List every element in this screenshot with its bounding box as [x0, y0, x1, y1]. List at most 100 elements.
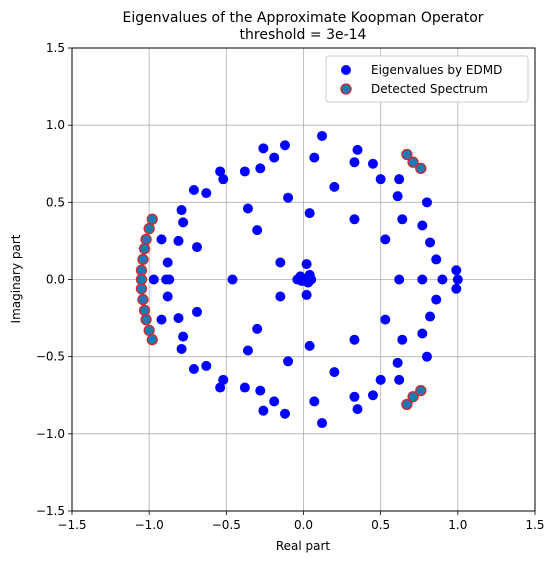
edmd-eigenvalue-point [242, 203, 253, 214]
edmd-eigenvalue-point [301, 259, 312, 270]
x-axis-title: Real part [276, 539, 331, 553]
edmd-eigenvalue-point [258, 405, 269, 416]
edmd-eigenvalue-point [275, 257, 286, 268]
edmd-eigenvalue-point [215, 166, 226, 177]
x-tick-label: −1.5 [57, 518, 86, 532]
detected-spectrum-point [135, 273, 148, 286]
x-tick-label: 0.0 [294, 518, 313, 532]
edmd-eigenvalue-point [329, 367, 340, 378]
detected-spectrum-point [138, 242, 151, 255]
edmd-eigenvalue-point [437, 274, 448, 285]
detected-spectrum-point [415, 384, 427, 397]
edmd-eigenvalue-point [239, 382, 250, 393]
edmd-eigenvalue-point [173, 235, 184, 246]
edmd-eigenvalue-point [451, 265, 462, 276]
edmd-eigenvalue-point [192, 242, 203, 253]
edmd-eigenvalue-point [380, 314, 391, 325]
edmd-eigenvalue-point [452, 274, 463, 285]
edmd-eigenvalue-point [352, 144, 363, 155]
edmd-eigenvalue-point [380, 234, 391, 245]
edmd-eigenvalue-point [349, 157, 360, 168]
edmd-eigenvalue-point [148, 274, 159, 285]
edmd-eigenvalue-point [329, 181, 340, 192]
legend-marker-detected [340, 83, 352, 95]
y-axis-title: Imaginary part [9, 234, 23, 323]
edmd-eigenvalue-point [451, 283, 462, 294]
edmd-eigenvalue-point [275, 291, 286, 302]
detected-spectrum-point [401, 398, 413, 411]
edmd-eigenvalue-point [367, 390, 378, 401]
edmd-eigenvalue-point [417, 220, 428, 231]
y-tick-label: 0.0 [46, 273, 65, 287]
edmd-eigenvalue-point [178, 331, 189, 342]
edmd-eigenvalue-point [425, 311, 436, 322]
edmd-eigenvalue-point [304, 340, 315, 351]
edmd-eigenvalue-point [242, 345, 253, 356]
edmd-eigenvalue-point [375, 374, 386, 385]
x-tick-label: 0.5 [371, 518, 390, 532]
edmd-eigenvalue-point [252, 225, 263, 236]
edmd-eigenvalue-point [255, 385, 266, 396]
edmd-eigenvalue-point [317, 418, 328, 429]
edmd-eigenvalue-point [352, 404, 363, 415]
detected-spectrum-point [138, 304, 151, 317]
edmd-eigenvalue-point [394, 174, 405, 185]
chart-subtitle: threshold = 3e-14 [240, 27, 367, 43]
edmd-eigenvalue-point [417, 274, 428, 285]
edmd-eigenvalue-point [178, 217, 189, 228]
edmd-eigenvalue-point [283, 192, 294, 203]
edmd-eigenvalue-point [176, 205, 187, 216]
edmd-eigenvalue-point [218, 174, 229, 185]
edmd-eigenvalue-point [349, 214, 360, 225]
edmd-eigenvalue-point [349, 334, 360, 345]
edmd-eigenvalue-point [201, 188, 212, 199]
edmd-eigenvalue-point [283, 356, 294, 367]
legend-marker-edmd [341, 65, 351, 75]
axis-ticks: −1.5 −1.0 −0.5 0.0 0.5 1.0 1.5 −1.5 −1.0 −0.5 0.0 0… [36, 41, 545, 532]
chart-title: Eigenvalues of the Approximate Koopman O… [122, 10, 483, 26]
edmd-eigenvalue-point [255, 163, 266, 174]
edmd-eigenvalue-point [173, 313, 184, 324]
edmd-eigenvalue-point [301, 289, 312, 300]
edmd-eigenvalue-point [367, 158, 378, 169]
edmd-eigenvalue-point [269, 396, 280, 407]
y-tick-label: 1.5 [46, 41, 65, 55]
x-tick-label: 1.0 [448, 518, 467, 532]
edmd-eigenvalue-point [397, 214, 408, 225]
edmd-eigenvalue-point [375, 174, 386, 185]
detected-spectrum-point [407, 156, 419, 168]
edmd-eigenvalue-point [156, 314, 167, 325]
edmd-eigenvalue-point [188, 184, 199, 195]
y-tick-label: −0.5 [36, 350, 65, 364]
legend: Eigenvalues by EDMD Detected Spectrum [325, 55, 529, 103]
detected-spectrum-point [137, 253, 149, 266]
detected-spectrum-point [143, 222, 155, 235]
edmd-eigenvalue-point [397, 334, 408, 345]
x-tick-label: 1.5 [525, 518, 544, 532]
edmd-eigenvalue-point [425, 237, 436, 248]
legend-label-edmd: Eigenvalues by EDMD [371, 63, 502, 77]
edmd-eigenvalue-point [394, 274, 405, 285]
edmd-eigenvalue-point [218, 374, 229, 385]
detected-spectrum-point [137, 293, 149, 306]
edmd-eigenvalue-point [298, 274, 309, 285]
detected-spectrum-point [140, 233, 152, 246]
edmd-eigenvalue-point [164, 274, 175, 285]
detected-spectrum-point [401, 148, 413, 161]
edmd-eigenvalue-point [394, 374, 405, 385]
plot-points [135, 130, 463, 429]
y-tick-label: 1.0 [46, 118, 65, 132]
edmd-eigenvalue-point [227, 274, 238, 285]
edmd-eigenvalue-point [431, 254, 442, 265]
detected-spectrum-point [140, 313, 152, 326]
edmd-eigenvalue-point [192, 306, 203, 317]
edmd-eigenvalue-point [417, 328, 428, 339]
detected-spectrum-point [407, 391, 419, 403]
edmd-eigenvalue-point [349, 391, 360, 402]
detected-spectrum-point [146, 213, 158, 225]
edmd-eigenvalue-point [215, 382, 226, 393]
edmd-eigenvalue-point [239, 166, 250, 177]
edmd-eigenvalue-point [258, 143, 269, 154]
y-tick-label: 0.5 [46, 195, 65, 209]
